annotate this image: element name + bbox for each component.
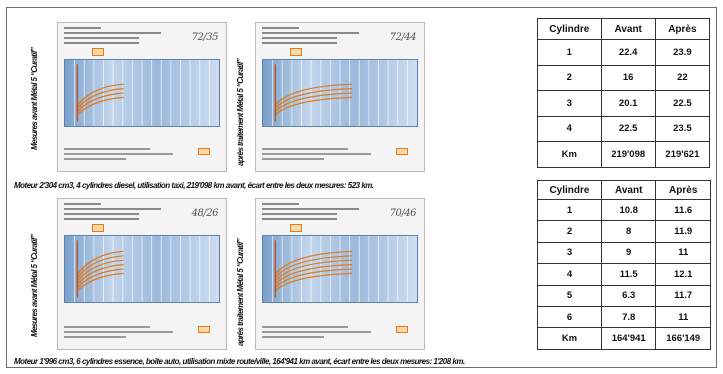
table-cell: 23.9 xyxy=(654,39,711,66)
marker-box xyxy=(290,48,302,56)
column-header: Après xyxy=(654,18,711,40)
caption-essence: Moteur 1'996 cm3, 6 cylindres essence, b… xyxy=(14,357,465,366)
table-row: 1 22.4 23.9 xyxy=(537,39,711,66)
chart-side-label: Mesures avant Métal 5 “Curatif” xyxy=(30,47,39,150)
table-body: 1 10.8 11.6 2 8 11.9 3 9 11 4 11.5 12.1 5 6.3 11.7 6 7.8… xyxy=(537,198,711,350)
table-cell: 22.5 xyxy=(600,115,656,142)
table-cell: 219'098 xyxy=(600,141,656,168)
table-row: 2 16 22 xyxy=(537,64,711,91)
table-cell: 22 xyxy=(654,64,711,91)
handwritten-note: 48/26 xyxy=(191,208,219,219)
column-header: Avant xyxy=(600,180,657,200)
table-cell: 16 xyxy=(600,64,656,91)
compression-chart-diesel-before: 72/35 xyxy=(57,22,227,172)
table-cell: 23.5 xyxy=(654,115,711,142)
table-cell: 10.8 xyxy=(600,198,657,222)
table-cell: 2 xyxy=(537,64,602,91)
table-cell: 3 xyxy=(537,241,602,265)
header-row: Cylindre Avant Après xyxy=(537,18,711,40)
table-cell: 11.9 xyxy=(655,220,711,243)
compression-plot xyxy=(64,59,220,127)
chart-side-label: Mesures avant Métal 5 “Curatif” xyxy=(30,234,39,337)
compression-plot xyxy=(262,59,418,127)
table-row: 1 10.8 11.6 xyxy=(537,198,711,222)
table-cell: 164'941 xyxy=(600,327,657,350)
chart-header xyxy=(64,203,220,231)
table-cell: 4 xyxy=(537,263,602,286)
table-cell: 5 xyxy=(537,284,602,307)
table-row: 6 7.8 11 xyxy=(537,305,711,329)
chart-header xyxy=(262,27,418,55)
column-header: Après xyxy=(655,180,711,200)
column-header: Cylindre xyxy=(537,18,602,40)
table-cell: 4 xyxy=(537,115,602,142)
table-cell: 22.5 xyxy=(654,90,711,117)
table-row: 3 20.1 22.5 xyxy=(537,90,711,117)
table-cell: 11.5 xyxy=(600,263,657,286)
table-cell: 1 xyxy=(537,39,602,66)
handwritten-note: 70/46 xyxy=(389,208,417,219)
table-cell: Km xyxy=(537,141,602,168)
table-cell: 9 xyxy=(600,241,657,265)
chart-header xyxy=(262,203,418,231)
results-table-essence: Cylindre Avant Après 1 10.8 11.6 2 8 11.9 3 9 11 4 1… xyxy=(537,180,711,350)
table-row: 3 9 11 xyxy=(537,241,711,265)
table-body: 1 22.4 23.9 2 16 22 3 20.1 22.5 4 22.5 23.5 Km 219'09… xyxy=(537,39,711,168)
marker-box xyxy=(92,48,104,56)
table-cell: 20.1 xyxy=(600,90,656,117)
table-cell: 3 xyxy=(537,90,602,117)
table-row: 2 8 11.9 xyxy=(537,220,711,243)
marker-box xyxy=(290,224,302,232)
table-cell: 219'621 xyxy=(654,141,711,168)
table-row: 4 22.5 23.5 xyxy=(537,115,711,142)
results-table-diesel: Cylindre Avant Après 1 22.4 23.9 2 16 22 3 20.1 22… xyxy=(537,18,711,168)
table-cell: 1 xyxy=(537,198,602,222)
table-cell: 6.3 xyxy=(600,284,657,307)
chart-footer xyxy=(64,148,220,166)
column-header: Cylindre xyxy=(537,180,602,200)
header-row: Cylindre Avant Après xyxy=(537,180,711,200)
chart-footer xyxy=(262,148,418,166)
marker-box xyxy=(92,224,104,232)
chart-side-label: après traitement Métal 5 “Curatif” xyxy=(236,58,245,166)
table-cell: 6 xyxy=(537,305,602,329)
table-cell: 12.1 xyxy=(655,263,711,286)
compression-chart-essence-after: 70/46 xyxy=(255,198,425,350)
compression-chart-essence-before: 48/26 xyxy=(57,198,227,350)
column-header: Avant xyxy=(600,18,656,40)
handwritten-note: 72/35 xyxy=(191,32,219,43)
table-header: Cylindre Avant Après xyxy=(537,180,711,200)
table-cell: 11 xyxy=(655,305,711,329)
table-cell: 22.4 xyxy=(600,39,656,66)
compression-chart-diesel-after: 72/44 xyxy=(255,22,425,172)
document-frame xyxy=(6,7,717,368)
table-cell: 7.8 xyxy=(600,305,657,329)
table-cell: 2 xyxy=(537,220,602,243)
compression-plot xyxy=(262,235,418,303)
table-cell: 8 xyxy=(600,220,657,243)
chart-side-label: après traitement Métal 5 “Curatif” xyxy=(236,238,245,346)
table-row: Km 164'941 166'149 xyxy=(537,327,711,350)
chart-header xyxy=(64,27,220,55)
table-cell: 11.6 xyxy=(655,198,711,222)
chart-footer xyxy=(262,326,418,344)
chart-footer xyxy=(64,326,220,344)
handwritten-note: 72/44 xyxy=(389,32,417,43)
table-row: 4 11.5 12.1 xyxy=(537,263,711,286)
table-header: Cylindre Avant Après xyxy=(537,18,711,40)
compression-plot xyxy=(64,235,220,303)
caption-diesel: Moteur 2'304 cm3, 4 cylindres diesel, ut… xyxy=(14,181,374,190)
table-cell: 166'149 xyxy=(655,327,711,350)
table-row: Km 219'098 219'621 xyxy=(537,141,711,168)
table-row: 5 6.3 11.7 xyxy=(537,284,711,307)
table-cell: 11 xyxy=(655,241,711,265)
table-cell: 11.7 xyxy=(655,284,711,307)
table-cell: Km xyxy=(537,327,602,350)
